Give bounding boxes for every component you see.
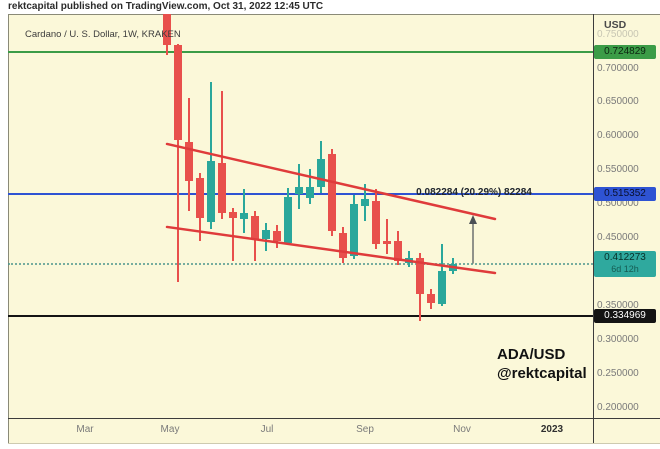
candlestick	[284, 197, 292, 243]
candlestick	[449, 263, 457, 271]
price-badge-value: 0.412273	[604, 251, 646, 263]
candlestick	[405, 257, 413, 263]
watermark-symbol: ADA/USD	[497, 346, 566, 363]
candlestick	[416, 257, 424, 294]
time-tick-label: May	[160, 424, 180, 435]
candlestick	[251, 216, 259, 239]
time-tick-label: Jul	[260, 424, 274, 435]
price-axis-unit: USD	[604, 19, 627, 31]
candlestick	[339, 232, 347, 258]
price-tick-label: 0.600000	[597, 130, 639, 142]
time-tick-label: Sep	[356, 424, 374, 435]
price-tick-label: 0.450000	[597, 232, 639, 243]
price-badge-current-price: 0.412273 6d 12h	[594, 250, 656, 277]
candle-wick	[386, 219, 388, 254]
candlestick	[317, 159, 325, 188]
horizontal-level-line	[8, 50, 593, 53]
price-tick-label: 0.550000	[597, 164, 639, 176]
price-tick-label: 0.700000	[597, 62, 639, 74]
watermark: ADA/USD @rektcapital	[497, 345, 587, 383]
candlestick	[372, 201, 380, 244]
candlestick	[383, 240, 391, 244]
price-tick-label: 0.350000	[597, 299, 639, 311]
candlestick	[273, 231, 281, 241]
time-tick-label: Nov	[453, 424, 471, 435]
candlestick	[350, 204, 358, 256]
price-tick-label: 0.250000	[597, 367, 639, 379]
candlestick	[427, 293, 435, 303]
candlestick	[229, 212, 237, 219]
price-badge-value: 0.334969	[604, 309, 646, 321]
current-price-line	[8, 262, 593, 265]
price-badge-green-level: 0.724829	[594, 44, 656, 59]
candlestick	[163, 14, 171, 45]
time-axis-separator	[8, 418, 660, 419]
candlestick	[306, 187, 314, 199]
candlestick	[394, 240, 402, 261]
price-badge-value: 0.515352	[604, 187, 646, 199]
candlestick	[438, 270, 446, 304]
candlestick	[328, 154, 336, 231]
candlestick	[207, 161, 215, 223]
price-tick-label: 0.300000	[597, 333, 639, 345]
time-tick-label: 2023	[540, 424, 564, 435]
candlestick	[218, 163, 226, 214]
candlestick	[295, 187, 303, 195]
chart-bottom-edge	[8, 443, 660, 444]
price-badge-black-level: 0.334969	[594, 308, 656, 323]
price-badge-blue-level: 0.515352	[594, 186, 656, 201]
candlestick	[361, 199, 369, 207]
horizontal-level-line	[8, 314, 593, 317]
symbol-legend: Cardano / U. S. Dollar, 1W, KRAKEN	[25, 29, 181, 40]
price-tick-label: 0.750000	[597, 28, 639, 40]
candlestick	[196, 178, 204, 219]
bar-countdown: 6d 12h	[611, 263, 639, 274]
candle-wick	[243, 189, 245, 233]
candlestick	[185, 142, 193, 182]
candlestick	[240, 213, 248, 220]
price-axis-separator	[593, 14, 594, 443]
publish-attribution: rektcapital published on TradingView.com…	[8, 1, 324, 12]
price-tick-label: 0.650000	[597, 96, 639, 108]
measurement-label: 0.082284 (20.29%) 82284	[416, 187, 532, 198]
candlestick	[262, 229, 270, 239]
watermark-handle: @rektcapital	[497, 365, 587, 382]
price-tick-label: 0.200000	[597, 401, 639, 413]
candlestick	[174, 44, 182, 141]
price-badge-value: 0.724829	[604, 45, 646, 57]
price-tick-label: 0.500000	[597, 198, 639, 210]
time-tick-label: Mar	[76, 424, 94, 435]
